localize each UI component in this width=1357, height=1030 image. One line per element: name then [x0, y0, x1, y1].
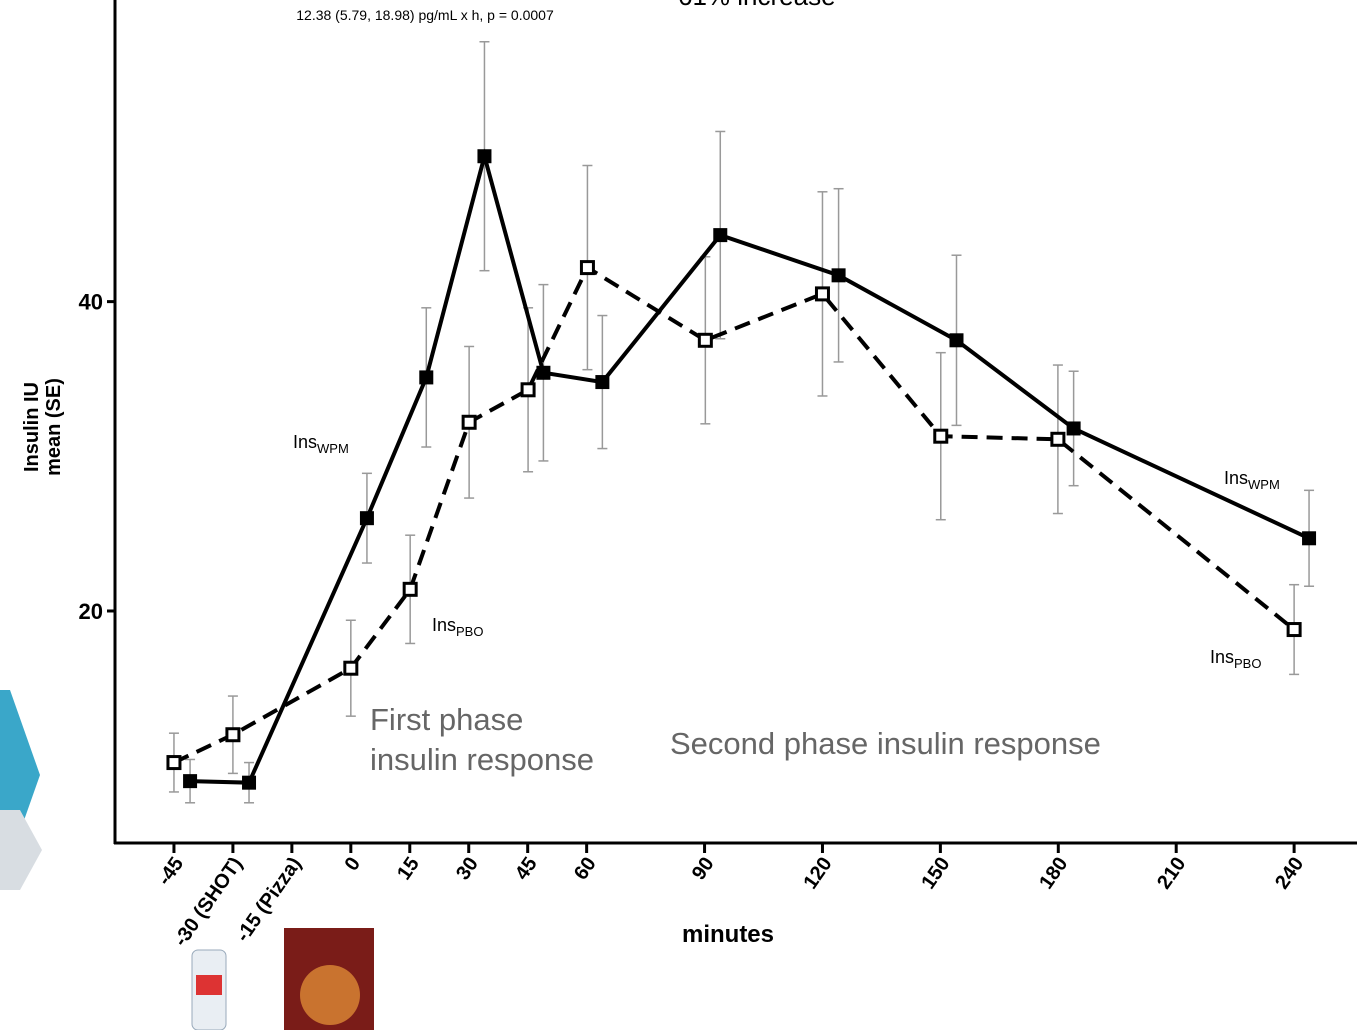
series-label-sub: PBO [1234, 656, 1261, 671]
x-tick-label: 180 [1035, 853, 1072, 893]
y-axis-label: mean (SE) [43, 378, 65, 476]
product-pizza [300, 965, 360, 1025]
data-point [949, 333, 963, 347]
data-point [935, 430, 947, 442]
chart: 61% increase 12.38 (5.79, 18.98) pg/mL x… [0, 0, 1357, 1030]
data-point [168, 757, 180, 769]
annotation: Second phase insulin response [670, 726, 1101, 761]
data-point [477, 149, 491, 163]
data-point [713, 228, 727, 242]
product-label [196, 975, 222, 995]
series-label: InsPBO [1210, 647, 1261, 671]
data-point [1288, 624, 1300, 636]
data-point [1052, 433, 1064, 445]
series-label-main: Ins [1210, 647, 1234, 667]
data-point [360, 511, 374, 525]
data-point [595, 375, 609, 389]
annotation: insulin response [370, 742, 594, 777]
data-point [1302, 531, 1316, 545]
data-point [816, 288, 828, 300]
series-label-main: Ins [293, 432, 317, 452]
x-tick-label: 30 [452, 853, 483, 884]
annotation: First phase [370, 702, 523, 737]
x-tick-label: 240 [1271, 853, 1308, 893]
data-point [242, 776, 256, 790]
series-label: InsWPM [1224, 468, 1280, 492]
data-point [699, 334, 711, 346]
data-point [522, 384, 534, 396]
data-point [183, 774, 197, 788]
series-label-main: Ins [1224, 468, 1248, 488]
data-point [832, 268, 846, 282]
x-tick-label: 60 [570, 853, 601, 884]
data-point [419, 370, 433, 384]
x-tick-label: -45 [153, 853, 188, 889]
x-tick-label: 90 [688, 853, 719, 884]
y-tick-label: 40 [79, 290, 103, 315]
y-axis-label: Insulin IU [21, 382, 43, 472]
x-tick-label: 150 [917, 853, 954, 893]
series-label: InsPBO [432, 615, 483, 639]
data-point [1067, 421, 1081, 435]
x-tick-label: 45 [511, 853, 542, 884]
series-label-sub: WPM [317, 441, 349, 456]
series-label: InsWPM [293, 432, 349, 456]
decor-chevron [0, 810, 42, 890]
page: 61% increase 12.38 (5.79, 18.98) pg/mL x… [0, 0, 1357, 1030]
series-line [174, 268, 1294, 763]
data-point [227, 729, 239, 741]
chart-title: 61% increase [678, 0, 836, 11]
series-label-sub: PBO [456, 624, 483, 639]
data-point [345, 662, 357, 674]
series-line [190, 156, 1309, 782]
x-tick-label: 120 [799, 853, 836, 893]
chart-subtitle: 12.38 (5.79, 18.98) pg/mL x h, p = 0.000… [296, 7, 554, 23]
x-tick-label: 210 [1153, 853, 1190, 893]
x-tick-label: 15 [393, 853, 424, 884]
data-point [463, 416, 475, 428]
y-tick-label: 20 [79, 599, 103, 624]
data-point [404, 583, 416, 595]
series-label-main: Ins [432, 615, 456, 635]
x-axis-label: minutes [682, 921, 774, 948]
data-point [581, 262, 593, 274]
x-tick-label: 0 [341, 853, 365, 875]
series-label-sub: WPM [1248, 477, 1280, 492]
